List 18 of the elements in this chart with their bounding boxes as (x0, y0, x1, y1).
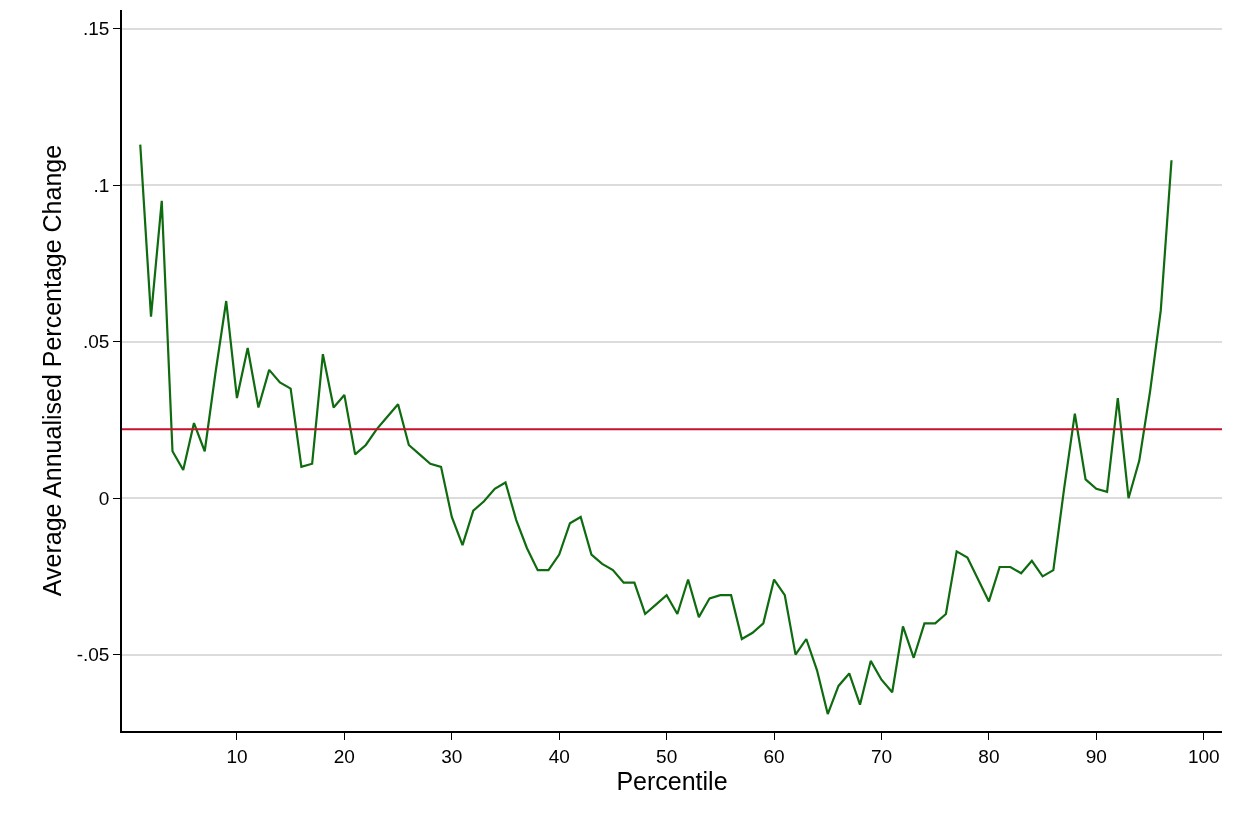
x-tick-label: 70 (870, 745, 893, 767)
x-tick-label: 30 (441, 745, 463, 767)
y-tick-label: .05 (83, 331, 110, 353)
x-tick-label: 50 (656, 745, 678, 767)
y-tick-label: 0 (98, 487, 110, 509)
x-axis-title: Percentile (616, 766, 728, 795)
y-tick-label: .1 (93, 174, 110, 196)
y-tick-label: .15 (83, 18, 110, 40)
x-tick-label: 10 (226, 745, 248, 767)
x-tick-label: 20 (333, 745, 355, 767)
line-series (139, 143, 1173, 716)
x-tick-label: 40 (548, 745, 570, 767)
y-axis-title: Average Annualised Percentage Change (37, 144, 66, 597)
x-tick-label: 100 (1187, 745, 1220, 767)
x-tick-label: 60 (763, 745, 785, 767)
y-tick-label: -.05 (76, 644, 110, 666)
x-tick-label: 90 (1085, 745, 1107, 767)
x-tick-label: 80 (978, 745, 1000, 767)
